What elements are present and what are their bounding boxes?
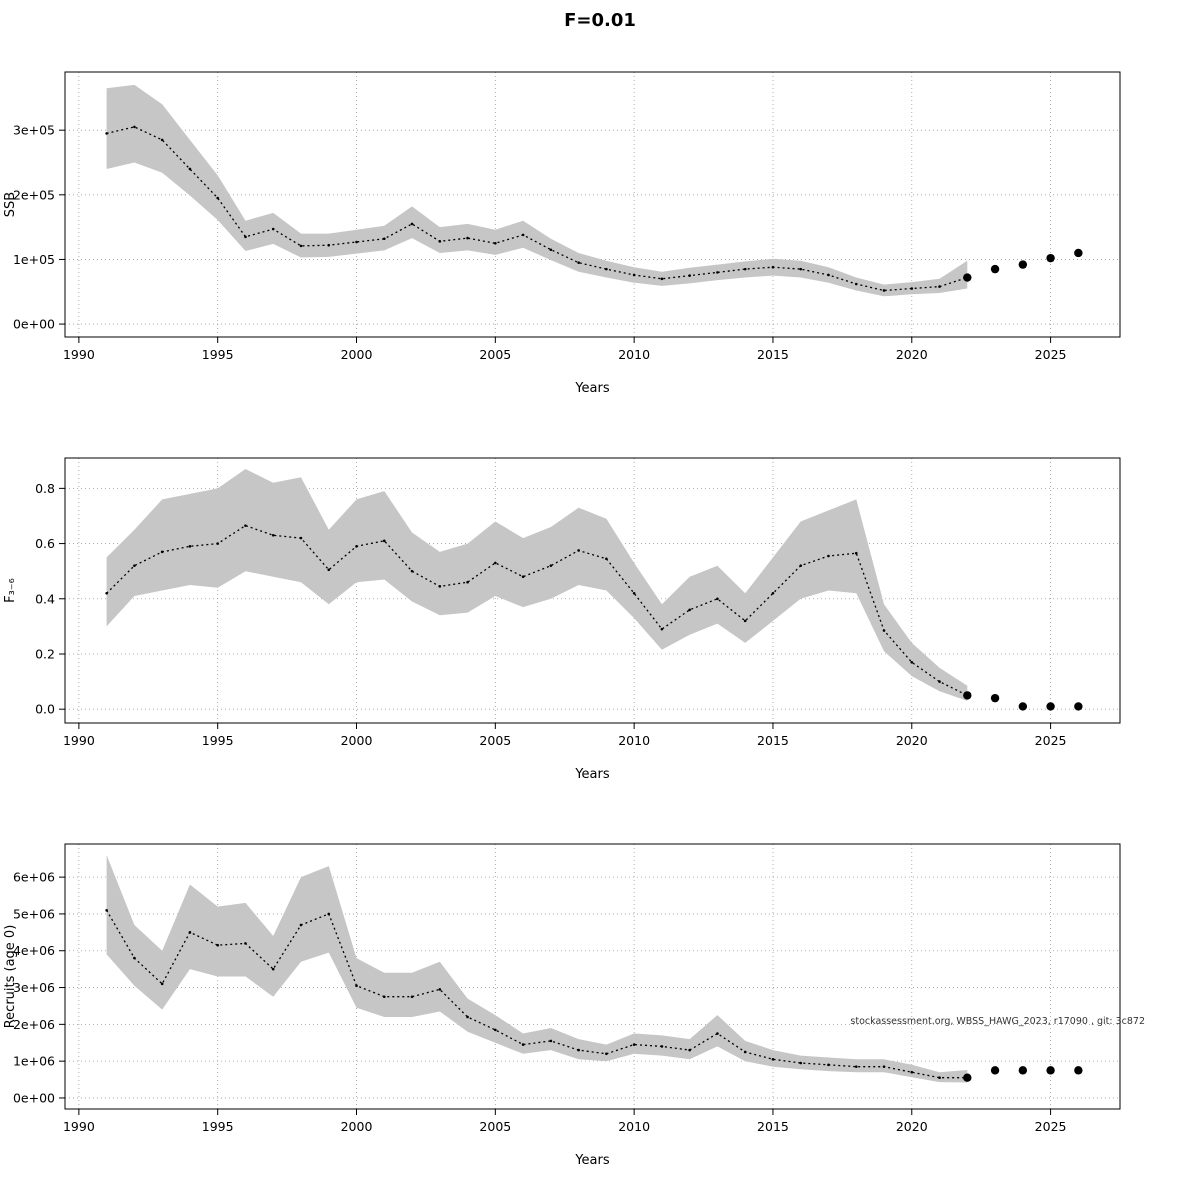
plot-border [64, 457, 1121, 724]
forecast-dot [990, 264, 1000, 274]
y-tick-label: 5e+06 [13, 906, 55, 921]
axis-ticks [59, 876, 1052, 1115]
mean-line [106, 126, 968, 292]
forecast-dot [1046, 253, 1055, 263]
x-tick-label: 1995 [202, 733, 234, 748]
forecast-dot [1018, 702, 1028, 711]
x-tick-label: 2015 [757, 733, 789, 748]
y-axis-label: SSB [3, 192, 18, 217]
x-axis-label: Years [574, 767, 610, 782]
tick-labels: 1990 1995 2000 2005 2010 2015 2020 2025 0e+00 1e+… [13, 123, 1067, 362]
forecast-dot [1074, 1066, 1083, 1075]
mean-line [106, 909, 968, 1079]
forecast-dot [1046, 1066, 1055, 1075]
y-tick-label: 0.0 [35, 702, 55, 717]
watermark: stockassessment.org, WBSS_HAWG_2023, r17… [850, 1016, 1145, 1027]
forecast-dots [963, 691, 1083, 711]
y-tick-label: 0.4 [35, 591, 55, 606]
x-tick-label: 2005 [479, 1119, 511, 1134]
x-tick-label: 2025 [1035, 733, 1067, 748]
x-axis-label: Years [574, 1153, 610, 1168]
forecast-dot [990, 1066, 1000, 1075]
x-tick-label: 2025 [1035, 347, 1067, 362]
x-tick-label: 2005 [479, 347, 511, 362]
tick-labels: 1990 1995 2000 2005 2010 2015 2020 2025 0.0 0.2 0.… [35, 481, 1066, 748]
mean-points [105, 524, 969, 697]
y-tick-label: 0.2 [35, 646, 55, 661]
y-tick-label: 3e+05 [13, 123, 55, 138]
y-axis-label: Recruits (age 0) [3, 925, 18, 1029]
y-tick-label: 0.6 [35, 536, 55, 551]
forecast-dot [1018, 260, 1028, 269]
forecast-dot [1074, 702, 1083, 711]
y-tick-label: 0.8 [35, 481, 55, 496]
y-tick-label: 1e+06 [13, 1054, 55, 1069]
x-tick-label: 2025 [1035, 1119, 1067, 1134]
forecast-dot [963, 273, 972, 282]
forecast-dot [1074, 248, 1083, 258]
x-tick-label: 2005 [479, 733, 511, 748]
confidence-band [106, 855, 968, 1083]
x-tick-label: 2000 [341, 733, 373, 748]
y-tick-label: 2e+05 [13, 187, 55, 202]
y-tick-label: 3e+06 [13, 980, 55, 995]
x-tick-label: 2010 [618, 1119, 650, 1134]
axis-ticks [59, 129, 1052, 343]
x-tick-label: 2010 [618, 347, 650, 362]
x-tick-label: 2020 [896, 1119, 928, 1134]
y-tick-label: 4e+06 [13, 943, 55, 958]
y-tick-label: 0e+00 [13, 1090, 55, 1105]
y-tick-label: 1e+05 [13, 252, 55, 267]
x-axis-label: Years [574, 381, 610, 396]
forecast-dot [963, 1073, 972, 1082]
figure-title: F=0.01 [564, 10, 636, 31]
x-tick-label: 2000 [341, 1119, 373, 1134]
x-tick-label: 2000 [341, 347, 373, 362]
y-tick-label: 6e+06 [13, 870, 55, 885]
recruits-chart: 1990 1995 2000 2005 2010 2015 2020 2025 0e+00 1e+… [3, 843, 1145, 1168]
gridlines [65, 72, 1120, 337]
x-tick-label: 1990 [63, 1119, 95, 1134]
x-tick-label: 2020 [896, 347, 928, 362]
forecast-dot [963, 691, 972, 700]
y-axis-label: F₃₋₆ [3, 578, 18, 603]
forecast-dot [1018, 1066, 1028, 1075]
x-tick-label: 2015 [757, 1119, 789, 1134]
x-tick-label: 1990 [63, 733, 95, 748]
y-tick-label: 0e+00 [13, 317, 55, 332]
x-tick-label: 1995 [202, 1119, 234, 1134]
plot-border [64, 843, 1121, 1110]
plot-border [64, 71, 1121, 338]
axis-ticks [59, 487, 1052, 729]
fishing-mortality-chart: 1990 1995 2000 2005 2010 2015 2020 2025 0.0 0.2 0.… [3, 457, 1121, 782]
mean-line [106, 524, 968, 696]
tick-labels: 1990 1995 2000 2005 2010 2015 2020 2025 0e+00 1e+… [13, 870, 1067, 1134]
ssb-chart: 1990 1995 2000 2005 2010 2015 2020 2025 0e+00 1e+… [3, 71, 1121, 396]
forecast-dots [963, 248, 1083, 282]
forecast-dot [990, 693, 1000, 703]
confidence-band [106, 469, 968, 701]
x-tick-label: 2020 [896, 733, 928, 748]
x-tick-label: 2015 [757, 347, 789, 362]
x-tick-label: 1995 [202, 347, 234, 362]
x-tick-label: 1990 [63, 347, 95, 362]
forecast-dot [1046, 702, 1055, 711]
x-tick-label: 2010 [618, 733, 650, 748]
forecast-dots [963, 1066, 1083, 1082]
y-tick-label: 2e+06 [13, 1017, 55, 1032]
confidence-band [106, 84, 968, 297]
